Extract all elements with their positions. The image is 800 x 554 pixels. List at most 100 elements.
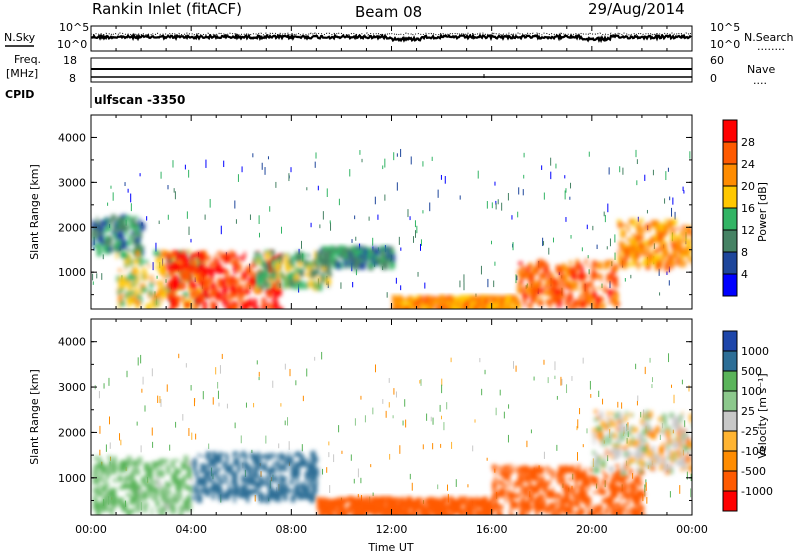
range-gate-cell (217, 298, 220, 302)
range-gate-cell (174, 280, 180, 289)
range-gate-cell (216, 291, 219, 294)
range-gate-cell (518, 187, 520, 195)
range-gate-cell (670, 439, 672, 446)
range-gate-cell (566, 491, 570, 501)
range-gate-cell (403, 300, 406, 309)
range-gate-cell (269, 273, 274, 277)
range-gate-cell (411, 305, 415, 309)
range-gate-cell (123, 225, 129, 232)
range-gate-cell (347, 255, 351, 261)
range-gate-cell (596, 467, 600, 473)
range-gate-cell (496, 299, 499, 304)
range-gate-cell (363, 508, 368, 515)
range-gate-cell (353, 478, 355, 484)
range-gate-cell (130, 480, 133, 489)
range-gate-cell (649, 357, 651, 363)
range-gate-cell (417, 271, 419, 277)
range-gate-cell (596, 415, 600, 419)
range-gate-cell (653, 454, 658, 460)
range-gate-cell (516, 305, 521, 309)
range-gate-cell (419, 307, 421, 309)
range-gate-cell (604, 261, 609, 270)
range-gate-cell (352, 281, 354, 288)
range-gate-cell (208, 443, 210, 449)
range-gate-cell (395, 277, 397, 284)
range-gate-cell (205, 286, 210, 291)
range-gate-cell (548, 278, 554, 285)
range-gate-cell (307, 484, 311, 491)
range-gate-cell (641, 492, 646, 498)
range-gate-cell (621, 478, 626, 486)
range-gate-cell (360, 395, 362, 400)
range-gate-cell (622, 506, 625, 511)
range-gate-cell (579, 509, 585, 515)
range-gate-cell (403, 306, 409, 309)
range-gate-cell (636, 497, 640, 506)
range-gate-cell (512, 296, 516, 302)
range-gate-cell (193, 259, 198, 268)
range-gate-cell (144, 462, 150, 472)
range-gate-cell (296, 251, 302, 255)
range-gate-cell (386, 496, 392, 503)
range-gate-cell (663, 458, 667, 463)
range-gate-cell (149, 283, 154, 288)
range-gate-cell (254, 301, 257, 305)
range-gate-cell (561, 378, 563, 386)
range-gate-cell (576, 282, 579, 286)
range-gate-cell (135, 243, 141, 249)
range-gate-cell (321, 254, 326, 257)
range-gate-cell (418, 512, 422, 515)
range-gate-cell (210, 267, 215, 273)
range-gate-cell (594, 453, 599, 457)
range-gate-cell (615, 448, 622, 457)
range-gate-cell (138, 271, 142, 275)
range-gate-cell (244, 454, 247, 458)
range-gate-cell (196, 473, 199, 480)
range-gate-cell (266, 284, 272, 288)
range-gate-cell (398, 497, 402, 503)
range-gate-cell (256, 277, 263, 282)
sky-right-tick-bottom: 10^0 (710, 38, 740, 51)
range-gate-cell (522, 189, 524, 196)
range-gate-cell (164, 289, 168, 295)
range-gate-cell (342, 509, 346, 515)
range-gate-cell (188, 259, 193, 268)
range-gate-cell (613, 483, 616, 488)
x-tick-label: 20:00 (576, 523, 608, 536)
colorbar-swatch (723, 351, 737, 372)
range-gate-cell (93, 477, 95, 486)
range-gate-cell (676, 239, 682, 247)
range-gate-cell (149, 483, 151, 488)
range-gate-cell (611, 297, 614, 303)
range-gate-cell (181, 461, 187, 470)
range-gate-cell (581, 290, 583, 298)
range-gate-cell (463, 282, 465, 291)
range-gate-cell (419, 243, 421, 251)
range-gate-cell (267, 283, 270, 291)
range-gate-cell (637, 249, 641, 252)
range-gate-cell (129, 299, 134, 305)
range-gate-cell (271, 304, 275, 309)
range-gate-cell (635, 263, 641, 266)
range-gate-cell (225, 475, 228, 484)
range-gate-cell (113, 456, 117, 464)
range-gate-cell (617, 253, 620, 261)
range-gate-cell (172, 160, 174, 168)
range-gate-cell (131, 468, 137, 472)
range-gate-cell (140, 445, 142, 453)
range-gate-cell (530, 485, 537, 490)
range-gate-cell (603, 211, 605, 217)
nave-legend: .... (753, 74, 767, 87)
range-gate-cell (481, 302, 486, 309)
range-gate-cell (517, 211, 519, 218)
range-gate-cell (495, 503, 499, 511)
range-gate-cell (311, 454, 317, 464)
range-gate-cell (370, 464, 372, 468)
range-gate-cell (482, 501, 487, 506)
range-gate-cell (143, 477, 147, 487)
range-gate-cell (94, 490, 98, 499)
range-gate-cell (271, 281, 274, 284)
range-gate-cell (507, 193, 509, 201)
range-gate-cell (445, 513, 451, 515)
range-gate-cell (271, 475, 278, 482)
